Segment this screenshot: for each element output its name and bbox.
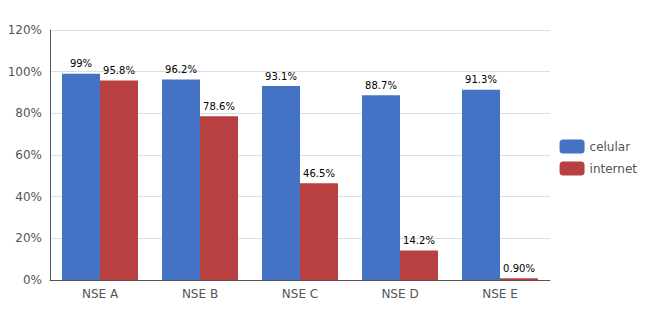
svg-text:NSE E: NSE E — [482, 287, 518, 301]
svg-text:80%: 80% — [15, 106, 42, 120]
svg-text:NSE D: NSE D — [381, 287, 418, 301]
svg-text:46.5%: 46.5% — [303, 168, 335, 179]
svg-text:88.7%: 88.7% — [365, 80, 397, 91]
svg-text:40%: 40% — [15, 190, 42, 204]
svg-text:NSE A: NSE A — [82, 287, 119, 301]
svg-text:20%: 20% — [15, 231, 42, 245]
svg-text:96.2%: 96.2% — [165, 64, 197, 75]
svg-text:NSE B: NSE B — [182, 287, 218, 301]
svg-text:14.2%: 14.2% — [403, 235, 435, 246]
svg-text:0%: 0% — [23, 273, 42, 287]
svg-text:91.3%: 91.3% — [465, 74, 497, 85]
svg-text:95.8%: 95.8% — [103, 65, 135, 76]
svg-text:93.1%: 93.1% — [265, 71, 297, 82]
svg-text:100%: 100% — [8, 65, 42, 79]
svg-text:99%: 99% — [70, 58, 92, 69]
svg-text:internet: internet — [590, 162, 638, 176]
svg-text:celular: celular — [590, 140, 631, 154]
svg-text:NSE C: NSE C — [282, 287, 318, 301]
svg-text:60%: 60% — [15, 148, 42, 162]
svg-text:78.6%: 78.6% — [203, 101, 235, 112]
svg-text:120%: 120% — [8, 23, 42, 37]
svg-text:0.90%: 0.90% — [503, 263, 535, 274]
